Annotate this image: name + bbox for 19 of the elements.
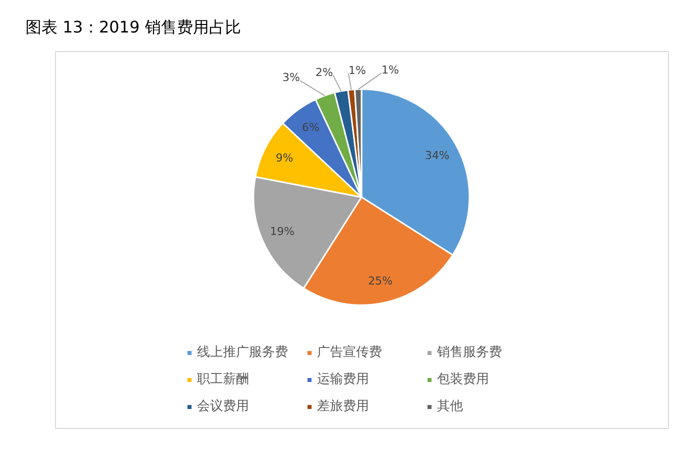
legend-label: 差旅费用 (317, 398, 370, 416)
data-label: 34% (424, 149, 450, 162)
data-label: 9% (276, 151, 294, 164)
data-label: 1% (382, 64, 399, 77)
legend-label: 包装费用 (437, 371, 490, 389)
legend-label: 会议费用 (197, 398, 250, 416)
data-label: 2% (316, 66, 333, 79)
legend-label: 运输费用 (317, 371, 370, 389)
legend-label: 职工薪酬 (197, 371, 250, 389)
legend-label: 线上推广服务费 (197, 344, 289, 362)
legend-label: 其他 (437, 398, 464, 416)
data-label: 25% (368, 274, 393, 288)
data-label: 3% (282, 71, 300, 84)
legend-label: 销售服务费 (437, 344, 503, 362)
data-label: 6% (302, 120, 320, 134)
data-label: 1% (348, 64, 366, 78)
data-label: 19% (270, 224, 294, 238)
chart-title: 图表 13：2019 销售费用占比 (26, 18, 241, 36)
legend-label: 广告宣传费 (317, 344, 383, 362)
